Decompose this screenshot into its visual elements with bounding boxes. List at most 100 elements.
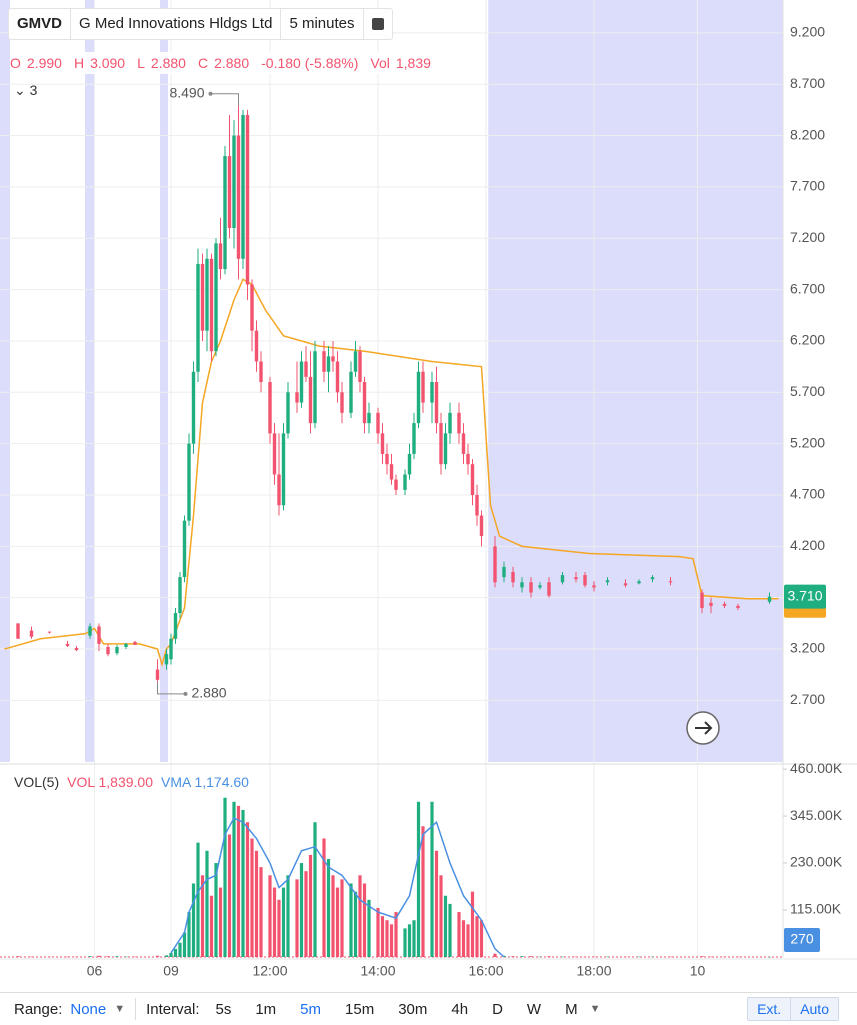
low-marker <box>157 681 186 695</box>
button-arrow <box>695 721 713 735</box>
interval[interactable]: 5 minutes <box>281 9 364 39</box>
last-volume-box <box>784 928 820 952</box>
candle-body <box>259 361 263 383</box>
x-tick-label: 09 <box>163 963 179 979</box>
volume-bar <box>592 956 596 958</box>
average-line <box>4 278 779 668</box>
volume-bar <box>272 887 277 957</box>
x-tick-label: 16:00 <box>468 963 503 979</box>
volume-bar <box>362 883 367 957</box>
candle-body <box>511 572 515 583</box>
auto-toggle[interactable]: Auto <box>790 998 838 1020</box>
interval-button[interactable]: 5m <box>300 1000 322 1018</box>
symbol[interactable]: GMVD <box>9 9 71 39</box>
y-tick-label: 230.00K <box>790 854 843 870</box>
vma-value: VMA 1,174.60 <box>161 774 249 790</box>
candle-body <box>16 623 20 639</box>
volume-bar <box>277 899 281 957</box>
candle-body <box>637 581 641 584</box>
volume-bar <box>439 875 443 957</box>
volume-bar <box>434 850 439 957</box>
ohlc-value: 2.990 <box>26 55 62 71</box>
candle-body <box>479 515 484 537</box>
low-dot <box>183 691 188 696</box>
interval-button[interactable]: 5s <box>215 1000 232 1018</box>
low-label: 2.880 <box>192 685 227 701</box>
volume-bar <box>443 895 448 957</box>
interval-button[interactable]: M <box>565 1000 578 1018</box>
volume-bar <box>461 920 466 957</box>
volume-bar <box>403 928 407 957</box>
candle-body <box>133 641 137 645</box>
volume-bar <box>700 956 704 957</box>
volume-bar <box>412 920 416 957</box>
volume-bar <box>376 907 380 957</box>
volume-bar <box>29 956 34 958</box>
candle-body <box>65 643 70 646</box>
interval-button[interactable]: 1m <box>255 1000 277 1018</box>
candle-body <box>178 577 182 614</box>
candle-body <box>547 582 551 596</box>
volume-bar <box>326 858 331 957</box>
volume-bar <box>187 912 191 957</box>
candle-body <box>722 603 727 606</box>
candle-body <box>331 356 335 362</box>
volume-bar <box>313 822 317 957</box>
candle-body <box>74 648 79 651</box>
volume-bar <box>209 895 214 957</box>
interval-button[interactable]: W <box>526 1000 542 1018</box>
volume-bar <box>281 887 286 957</box>
volume-bar <box>164 955 169 957</box>
y-tick-label: 115.00K <box>790 901 842 917</box>
volume-bar <box>133 956 137 958</box>
volume-bar <box>421 826 425 957</box>
ohlc-label: H <box>73 55 85 71</box>
candle-body <box>389 464 394 480</box>
vma-line <box>170 817 505 958</box>
ohlc-label: C <box>197 55 209 71</box>
candle-body <box>583 575 587 586</box>
volume-bar <box>173 948 178 957</box>
candle-body <box>308 376 313 424</box>
candle-body <box>200 263 205 331</box>
candle-body <box>560 575 565 583</box>
y-tick-label: 460.00K <box>790 760 843 776</box>
y-tick-label: 6.200 <box>790 332 825 348</box>
volume-bar <box>335 887 340 957</box>
interval-button[interactable]: 4h <box>451 1000 469 1018</box>
volume-bar <box>182 932 187 957</box>
range-select[interactable]: None <box>70 1000 107 1018</box>
interval-button[interactable]: 30m <box>398 1000 428 1018</box>
studies-toggle[interactable]: ⌄ 3 <box>14 82 38 98</box>
candle-body <box>538 585 542 588</box>
scroll-latest-button[interactable] <box>686 711 720 745</box>
ext-toggle[interactable]: Ext. <box>748 998 791 1020</box>
candle-body <box>700 592 704 608</box>
pre-market-band <box>0 0 10 762</box>
volume-bar <box>407 924 412 957</box>
candle-body <box>709 602 713 606</box>
volume-bar <box>191 883 196 957</box>
volume-bar <box>623 956 628 958</box>
candle-body <box>650 577 655 580</box>
candle-body <box>362 382 367 424</box>
menu-icon[interactable] <box>364 9 392 39</box>
volume-bar <box>709 956 713 958</box>
volume-bar <box>466 924 470 957</box>
volume-bar <box>88 956 92 957</box>
candle-body <box>286 392 290 434</box>
interval-button[interactable]: 15m <box>345 1000 375 1018</box>
candle-body <box>439 423 443 465</box>
volume-bar <box>448 903 452 957</box>
candle-body <box>466 453 470 465</box>
volume-bar <box>367 899 371 957</box>
ohlc-legend: O 2.990 H 3.090 L 2.880 C 2.880 -0.180 (-5.8… <box>10 52 437 74</box>
volume-bar <box>200 875 205 957</box>
volume-bar <box>340 879 344 957</box>
candle-body <box>272 433 277 475</box>
y-tick-label: 6.700 <box>790 280 825 296</box>
post-market-shade <box>488 0 783 762</box>
y-tick-label: 3.200 <box>790 640 825 656</box>
interval-button[interactable]: D <box>492 1000 503 1018</box>
candle-body <box>668 581 673 583</box>
